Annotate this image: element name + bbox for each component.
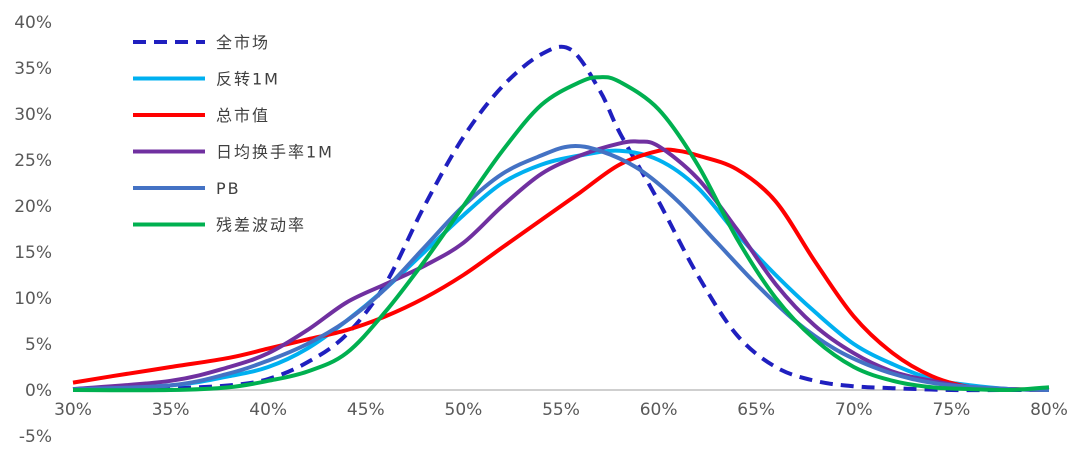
- y-tick-label: 15%: [14, 243, 52, 263]
- x-tick-label: 45%: [347, 400, 385, 420]
- x-tick-label: 30%: [54, 400, 92, 420]
- series-line-3: [72, 139, 1050, 392]
- legend-label: 日均换手率1M: [216, 143, 334, 162]
- legend-label: 反转1M: [216, 70, 280, 89]
- y-tick-label: -5%: [19, 427, 52, 447]
- legend-label: 全市场: [216, 33, 270, 52]
- y-tick-label: 35%: [14, 59, 52, 79]
- series-lines: [72, 44, 1050, 393]
- x-tick-label: 55%: [542, 400, 580, 420]
- legend-label: 总市值: [216, 106, 270, 125]
- x-tick-label: 80%: [1030, 400, 1068, 420]
- y-tick-label: 20%: [14, 197, 52, 217]
- series-line-0: [72, 44, 1049, 393]
- y-tick-label: 30%: [14, 105, 52, 125]
- y-axis-tick-labels: -5% 0% 5% 10% 15% 20% 25% 30% 35% 40%: [14, 13, 52, 447]
- x-tick-label: 40%: [249, 400, 287, 420]
- x-tick-label: 70%: [835, 400, 873, 420]
- series-line-1: [72, 148, 1050, 392]
- y-tick-label: 40%: [14, 13, 52, 33]
- series-line-5: [72, 75, 1050, 393]
- x-tick-label: 65%: [737, 400, 775, 420]
- x-axis-tick-labels: 30% 35% 40% 45% 50% 55% 60% 65% 70% 75% 80%: [54, 400, 1068, 420]
- series-line-4: [72, 144, 1050, 392]
- y-tick-label: 5%: [25, 335, 52, 355]
- y-tick-label: 25%: [14, 151, 52, 171]
- legend-label: PB: [216, 179, 241, 198]
- x-tick-label: 60%: [640, 400, 678, 420]
- series-line-2: [72, 147, 1050, 392]
- y-tick-label: 0%: [25, 381, 52, 401]
- legend-label: 残差波动率: [216, 216, 306, 235]
- y-tick-label: 10%: [14, 289, 52, 309]
- x-tick-label: 50%: [445, 400, 483, 420]
- x-tick-label: 75%: [933, 400, 971, 420]
- x-tick-label: 35%: [152, 400, 190, 420]
